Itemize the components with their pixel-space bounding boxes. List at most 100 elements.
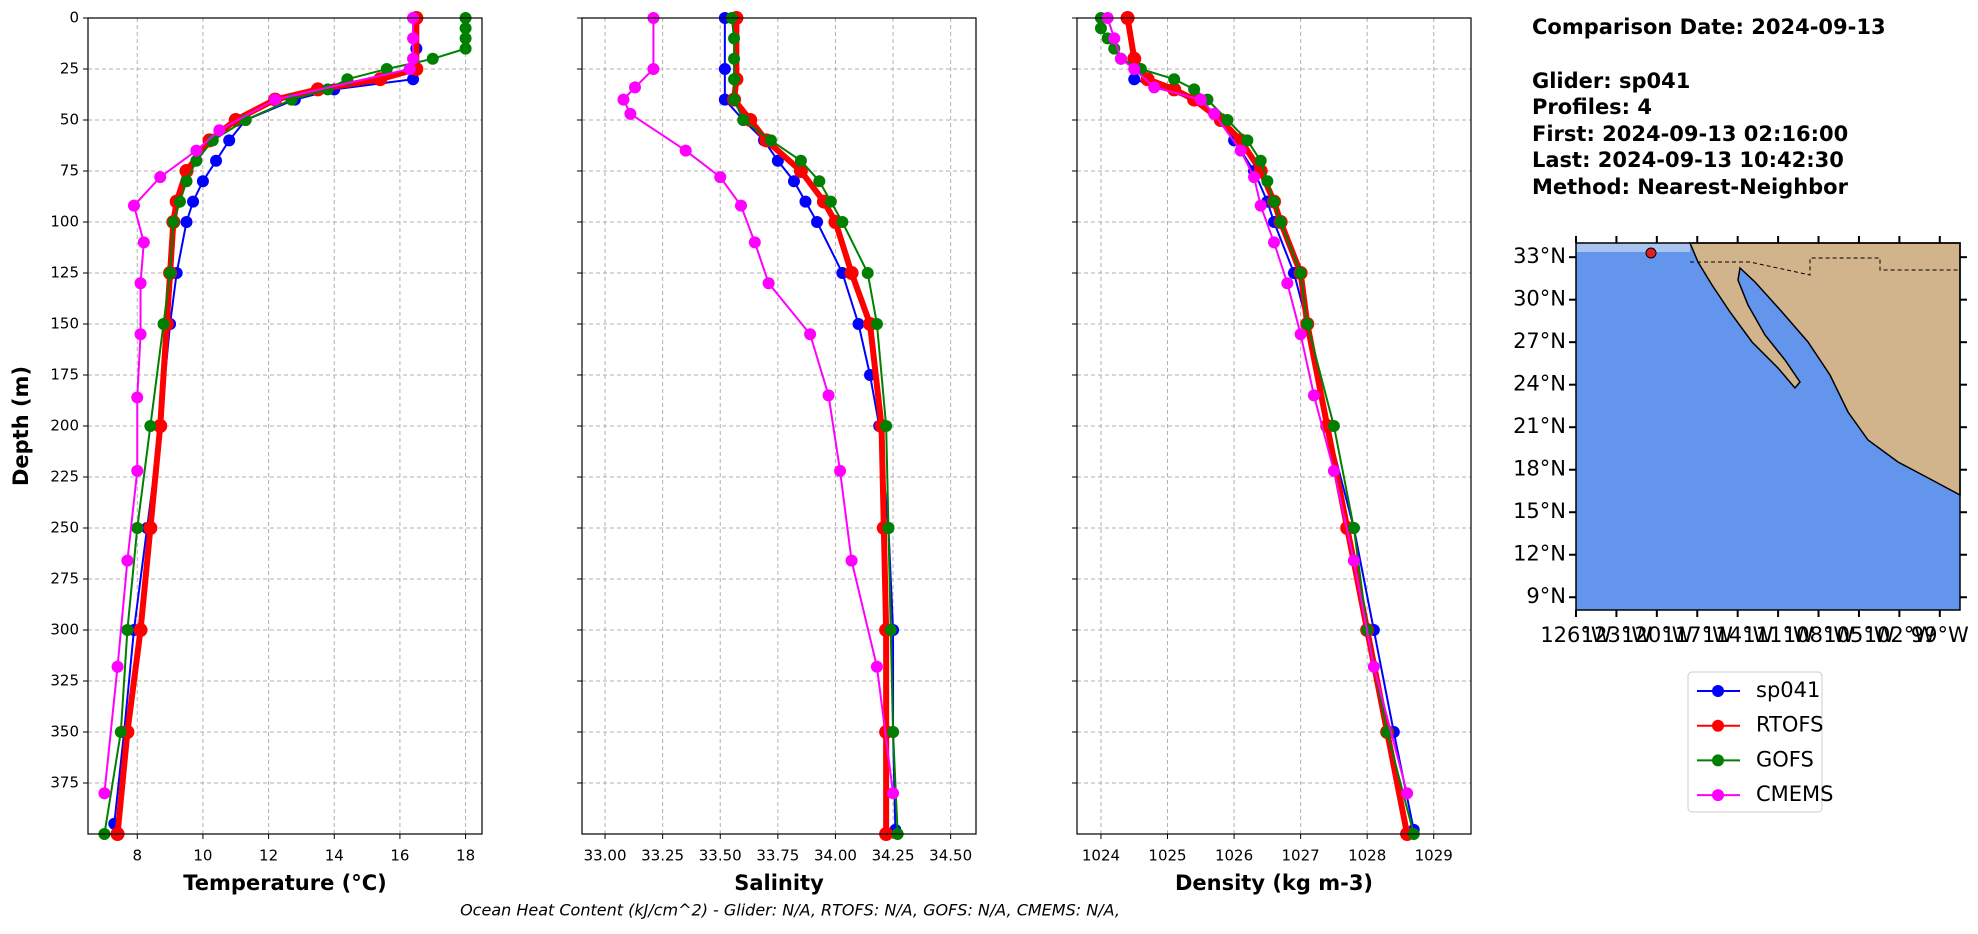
profile-marker bbox=[111, 660, 124, 673]
map bbox=[1575, 242, 1961, 611]
profile-marker bbox=[143, 521, 158, 535]
profile-marker bbox=[845, 554, 858, 567]
profile-marker bbox=[137, 236, 150, 249]
profile-marker bbox=[887, 726, 900, 738]
profile-marker bbox=[748, 236, 761, 249]
profile-marker bbox=[133, 623, 148, 637]
profile-marker bbox=[794, 154, 807, 167]
x-tick-label: 34.25 bbox=[872, 847, 915, 865]
profile-marker bbox=[121, 554, 134, 567]
profile-marker bbox=[1347, 522, 1360, 534]
x-tick-label: 1027 bbox=[1282, 847, 1320, 865]
profile-marker bbox=[407, 52, 420, 65]
profile-marker bbox=[180, 216, 193, 228]
profile-marker bbox=[771, 154, 784, 167]
profile-marker bbox=[223, 134, 236, 147]
profile-marker bbox=[834, 464, 847, 477]
y-tick-label: 0 bbox=[69, 9, 79, 27]
y-tick-label: 250 bbox=[50, 519, 79, 537]
profile-marker bbox=[882, 522, 895, 534]
x-tick-label: 33.25 bbox=[641, 847, 684, 865]
x-tick-label: 14 bbox=[325, 847, 344, 865]
profile-marker bbox=[1221, 114, 1234, 126]
profile-marker bbox=[190, 154, 203, 167]
profile-marker bbox=[459, 42, 472, 55]
map-lat-label: 21°N bbox=[1513, 414, 1566, 438]
profile-marker bbox=[1248, 171, 1261, 184]
x-tick-label: 1026 bbox=[1215, 847, 1253, 865]
profile-marker bbox=[1234, 144, 1247, 157]
y-tick-label: 150 bbox=[50, 315, 79, 333]
x-tick-label: 1025 bbox=[1148, 847, 1186, 865]
y-tick-label: 175 bbox=[50, 366, 79, 384]
profile-marker bbox=[624, 107, 637, 120]
x-tick-label: 33.00 bbox=[584, 847, 627, 865]
profile-marker bbox=[210, 154, 223, 167]
map-lat-label: 27°N bbox=[1513, 329, 1566, 353]
profile-marker bbox=[1128, 63, 1141, 75]
profile-marker bbox=[173, 195, 186, 208]
profile-line bbox=[103, 18, 467, 835]
legend-marker bbox=[1712, 685, 1724, 697]
y-tick-label: 225 bbox=[50, 468, 79, 486]
profile-marker bbox=[1108, 32, 1121, 45]
legend-marker bbox=[1712, 789, 1724, 802]
y-tick-label: 350 bbox=[50, 723, 79, 741]
profile-marker bbox=[870, 660, 883, 673]
profile-marker bbox=[1268, 195, 1280, 208]
profile-marker bbox=[617, 93, 630, 106]
profile-marker bbox=[1241, 134, 1254, 147]
y-tick-label: 50 bbox=[60, 111, 79, 129]
info-line: Method: Nearest-Neighbor bbox=[1532, 175, 1849, 199]
x-axis-label: Density (kg m-3) bbox=[1175, 871, 1373, 895]
profile-marker bbox=[114, 726, 127, 738]
profile-marker bbox=[870, 318, 883, 330]
profile-marker bbox=[1281, 277, 1294, 290]
profile-marker bbox=[1327, 420, 1340, 432]
footer: Ocean Heat Content (kJ/cm^2) - Glider: N… bbox=[460, 901, 1120, 920]
profile-marker bbox=[728, 93, 741, 106]
profile-marker bbox=[884, 624, 897, 636]
profile-marker bbox=[269, 93, 282, 106]
legend-marker bbox=[1712, 719, 1724, 732]
x-tick-label: 18 bbox=[456, 847, 475, 865]
x-tick-label: 1028 bbox=[1348, 847, 1386, 865]
x-tick-label: 34.00 bbox=[814, 847, 857, 865]
map-lat-label: 30°N bbox=[1513, 287, 1566, 311]
profile-marker bbox=[714, 171, 727, 184]
legend-marker bbox=[1712, 754, 1724, 767]
profile-marker bbox=[1114, 52, 1127, 65]
map-lat-label: 9°N bbox=[1526, 584, 1566, 608]
map-lon-label: 126°W bbox=[1540, 623, 1612, 647]
profile-marker bbox=[380, 63, 393, 75]
land bbox=[1688, 242, 1961, 497]
profile-marker bbox=[187, 195, 200, 208]
x-axis-label: Salinity bbox=[734, 871, 824, 895]
map-lon-label: 123°W bbox=[1581, 623, 1653, 647]
profile-marker bbox=[787, 175, 800, 188]
profile-marker bbox=[180, 175, 193, 188]
profile-marker bbox=[836, 216, 849, 228]
profile-marker bbox=[190, 144, 203, 157]
profile-marker bbox=[813, 175, 826, 188]
profile-marker bbox=[407, 32, 420, 45]
y-tick-label: 100 bbox=[50, 213, 79, 231]
legend-label: RTOFS bbox=[1756, 713, 1823, 737]
y-axis-label: Depth (m) bbox=[9, 366, 33, 486]
profile-marker bbox=[1294, 267, 1307, 279]
glider-location bbox=[1645, 247, 1657, 259]
y-tick-label: 200 bbox=[50, 417, 79, 435]
x-tick-label: 33.75 bbox=[756, 847, 799, 865]
y-tick-label: 325 bbox=[50, 672, 79, 690]
map-lat-label: 24°N bbox=[1513, 372, 1566, 396]
y-tick-label: 300 bbox=[50, 621, 79, 639]
profile-marker bbox=[1128, 73, 1141, 86]
profile-line bbox=[622, 18, 895, 794]
map-lon-label: 99°W bbox=[1911, 623, 1969, 647]
profile-marker bbox=[1268, 236, 1280, 249]
profile-marker bbox=[164, 267, 177, 279]
profile-marker bbox=[734, 199, 747, 212]
legend-label: sp041 bbox=[1756, 678, 1820, 702]
profile-marker bbox=[1168, 73, 1181, 86]
